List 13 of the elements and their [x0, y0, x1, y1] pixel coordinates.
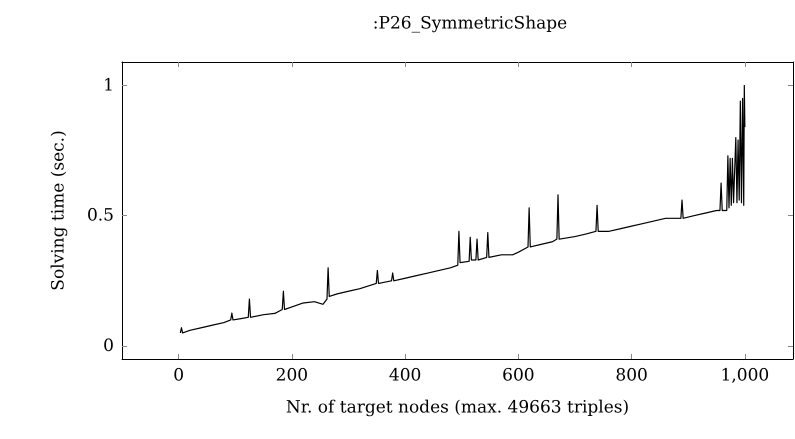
x-axis-title: Nr. of target nodes (max. 49663 triples) [286, 398, 630, 418]
x-tick-label: 800 [615, 366, 648, 386]
y-tick-label: 0 [103, 336, 114, 356]
chart-title: :P26_SymmetricShape [372, 14, 568, 34]
y-tick-label: 1 [103, 75, 114, 96]
y-tick-label: 0.5 [86, 206, 114, 226]
x-tick-label: 200 [276, 366, 308, 386]
x-tick-label: 400 [388, 366, 422, 386]
y-axis-title: Solving time (sec.) [48, 130, 68, 291]
x-tick-label: 1,000 [720, 366, 770, 386]
x-tick-label: 0 [173, 366, 184, 386]
line-series [180, 84, 746, 334]
x-tick-label: 600 [502, 366, 535, 386]
